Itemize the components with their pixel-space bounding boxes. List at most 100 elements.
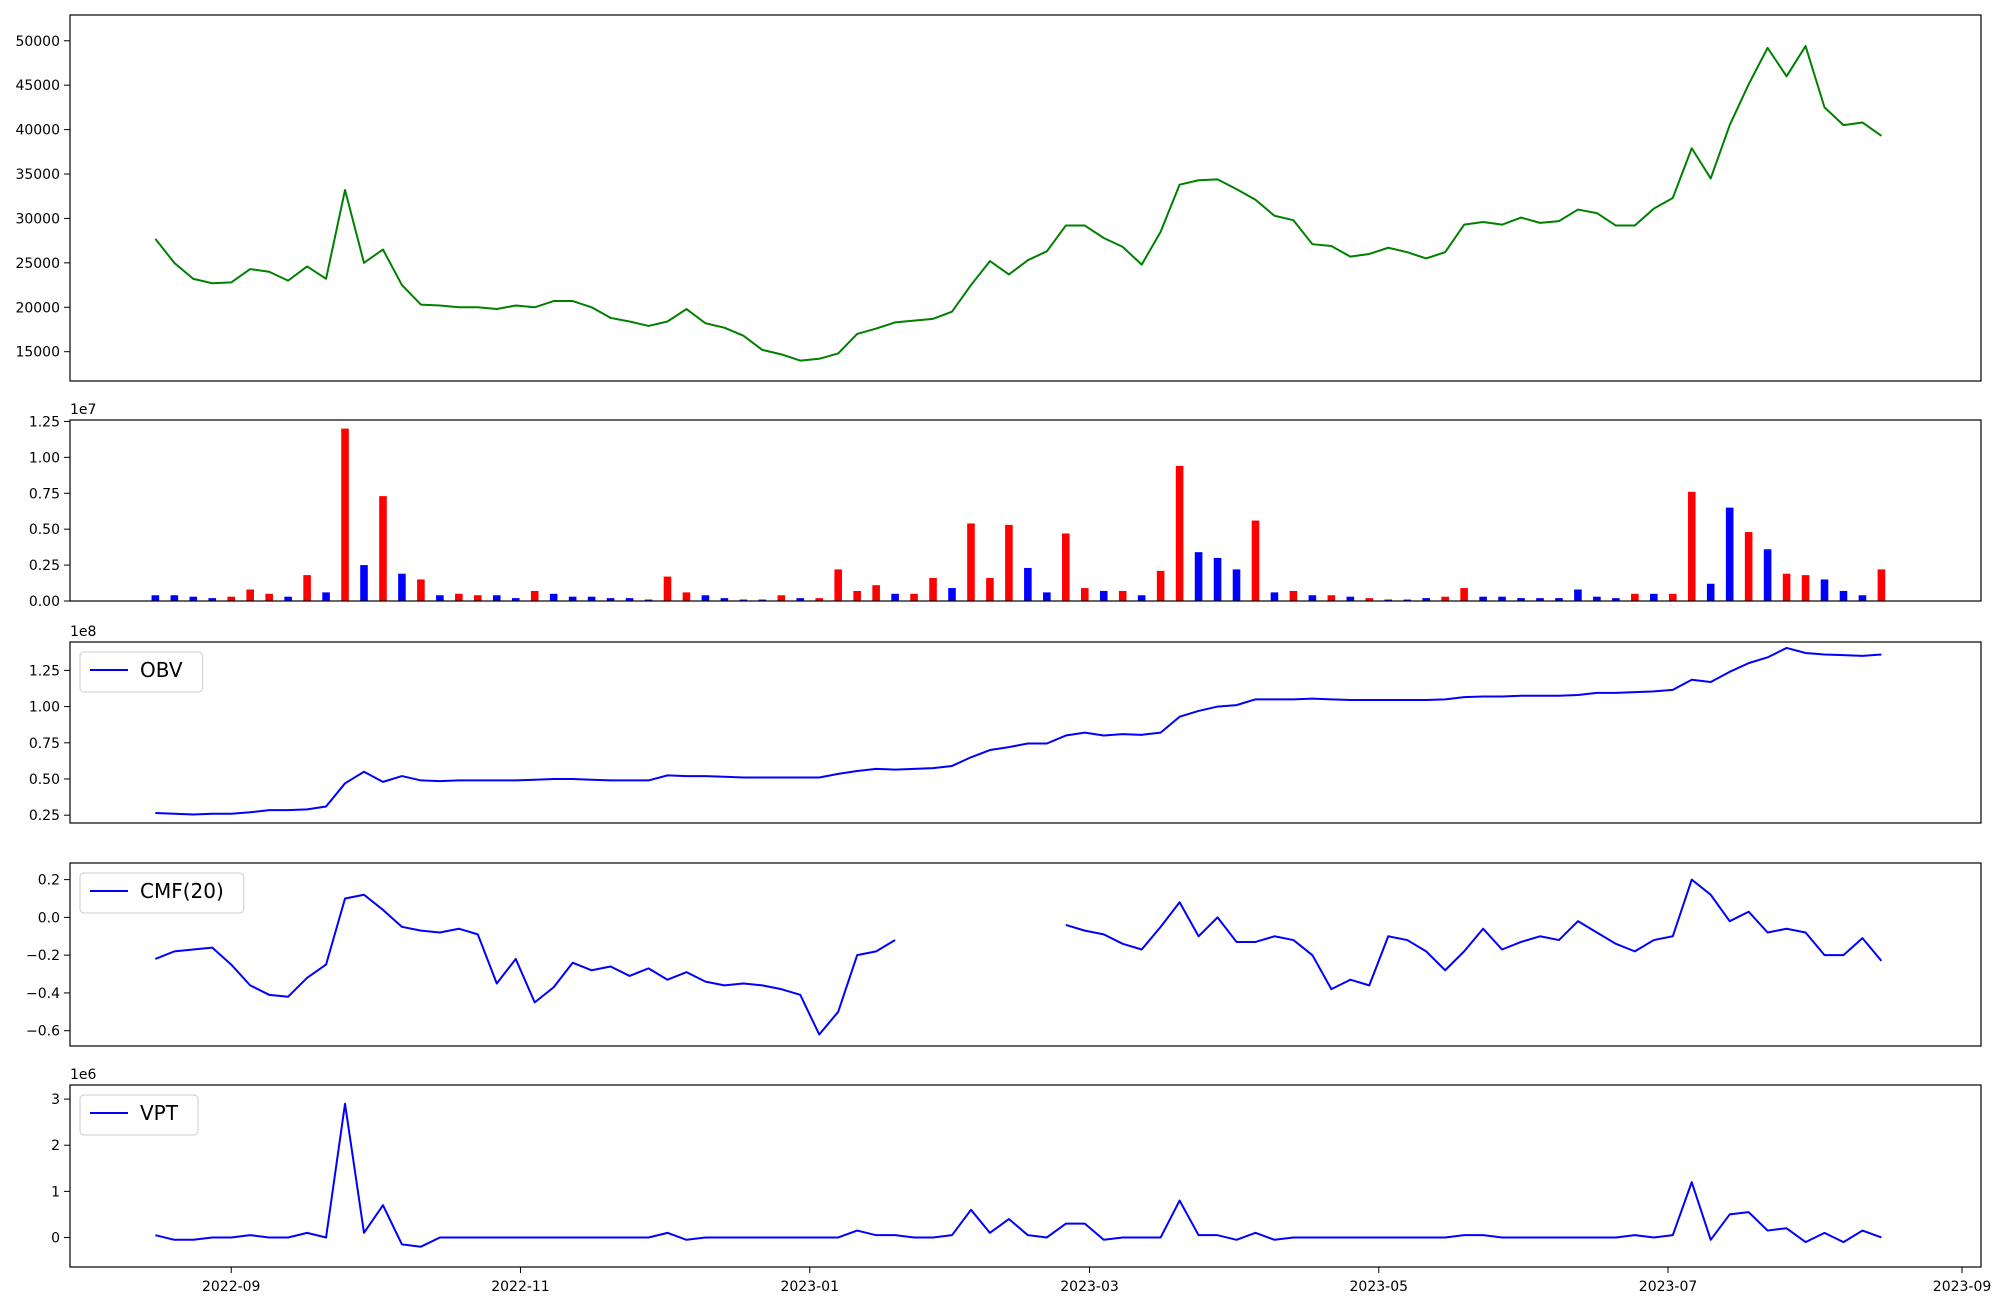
legend-label: OBV [140,658,183,682]
volume-bar [1327,595,1336,601]
volume-bar [265,593,273,601]
volume-bar [303,575,311,601]
volume-bar [1498,596,1506,601]
volume-bar [587,596,596,601]
y-tick-label: 45000 [15,78,60,94]
volume-bar [1744,532,1753,601]
volume-bar [1877,569,1886,601]
volume-bar [1782,573,1791,601]
y-tick-label: 0.0 [38,910,60,926]
volume-bar [1422,598,1430,601]
volume-bar [948,588,956,601]
volume-bar [341,428,349,601]
volume-bar [492,595,501,601]
y-tick-label: 1.00 [29,450,60,466]
y-tick-label: 40000 [15,123,60,139]
volume-bar [1612,598,1620,601]
volume-bar [1251,520,1260,601]
volume-bar [379,496,387,601]
series-line [154,878,1883,1036]
legend-label: CMF(20) [140,879,224,903]
volume-bar [682,592,691,601]
axes-frame [69,1084,1982,1268]
volume-bar [872,585,880,601]
volume-bar [777,595,786,601]
volume-bar [1080,588,1089,601]
y-tick-label: 0.2 [38,873,60,889]
series-line [155,646,1882,816]
volume-bar [1820,579,1829,601]
volume-bar [417,579,425,601]
volume-bar [1574,589,1582,601]
volume-bar [1650,593,1658,601]
volume-bar [644,599,653,601]
volume-bar [891,593,899,601]
volume-bar [1801,575,1810,601]
x-tick-label: 2023-03 [1060,1279,1119,1295]
volume-bar [739,599,748,601]
series-line [154,45,1882,362]
y-tick-label: 0.25 [29,808,60,824]
volume-bar [398,573,406,601]
volume-bar [910,593,918,601]
offset-text: 1e6 [70,1067,97,1083]
volume-bar [929,578,937,601]
volume-bar [625,598,634,601]
volume-bar [606,598,615,601]
volume-bar [1384,599,1393,601]
y-tick-label: 0 [51,1230,60,1246]
y-tick-label: 0.00 [29,594,60,610]
y-tick-label: 0.50 [29,522,60,538]
axes-frame [69,419,1982,602]
y-tick-label: −0.4 [26,986,60,1002]
volume-bar [1403,599,1412,601]
volume-bar [360,565,368,601]
y-tick-label: 0.25 [29,558,60,574]
volume-bar [834,569,842,601]
volume-bar [758,599,767,601]
volume-bar [1858,595,1867,601]
volume-bar [474,595,482,601]
volume-bar [322,592,330,601]
offset-text: 1e8 [70,624,96,640]
legend-label: VPT [140,1101,179,1125]
volume-bar [1706,583,1715,601]
volume-bar [511,598,520,601]
y-tick-label: 2 [51,1138,60,1154]
volume-bar [227,596,236,601]
series-line [155,1102,1882,1248]
x-tick-label: 2023-01 [780,1279,839,1295]
volume-bar [701,595,710,601]
axes-frame [69,641,1982,824]
y-tick-label: −0.6 [26,1024,60,1040]
volume-bar [1213,557,1222,601]
y-tick-label: 0.50 [29,772,60,788]
x-tick-label: 2022-09 [202,1279,261,1295]
volume-bar [1725,507,1734,601]
volume-bar [1308,595,1317,601]
volume-bar [1460,588,1468,601]
volume-bar [1631,593,1639,601]
axes-frame [69,14,1982,382]
legend-box [79,651,204,693]
volume-bar [189,596,198,601]
legend-box [79,872,245,914]
volume-bar [1005,524,1013,601]
y-tick-label: 1.25 [29,414,60,430]
volume-bar [1270,592,1279,601]
y-tick-label: 1.00 [29,700,60,716]
volume-bar [436,595,444,601]
y-tick-label: 3 [51,1092,60,1108]
x-tick-label: 2022-11 [491,1279,550,1295]
volume-bar [151,595,160,601]
volume-bar [170,595,179,601]
volume-bar [815,598,824,601]
volume-bar [1346,596,1355,601]
volume-bar [1232,569,1241,601]
volume-bar [549,593,558,601]
volume-bar [1517,598,1525,601]
volume-bar [1289,590,1298,601]
volume-bar [1043,592,1051,601]
volume-bar [853,590,861,601]
